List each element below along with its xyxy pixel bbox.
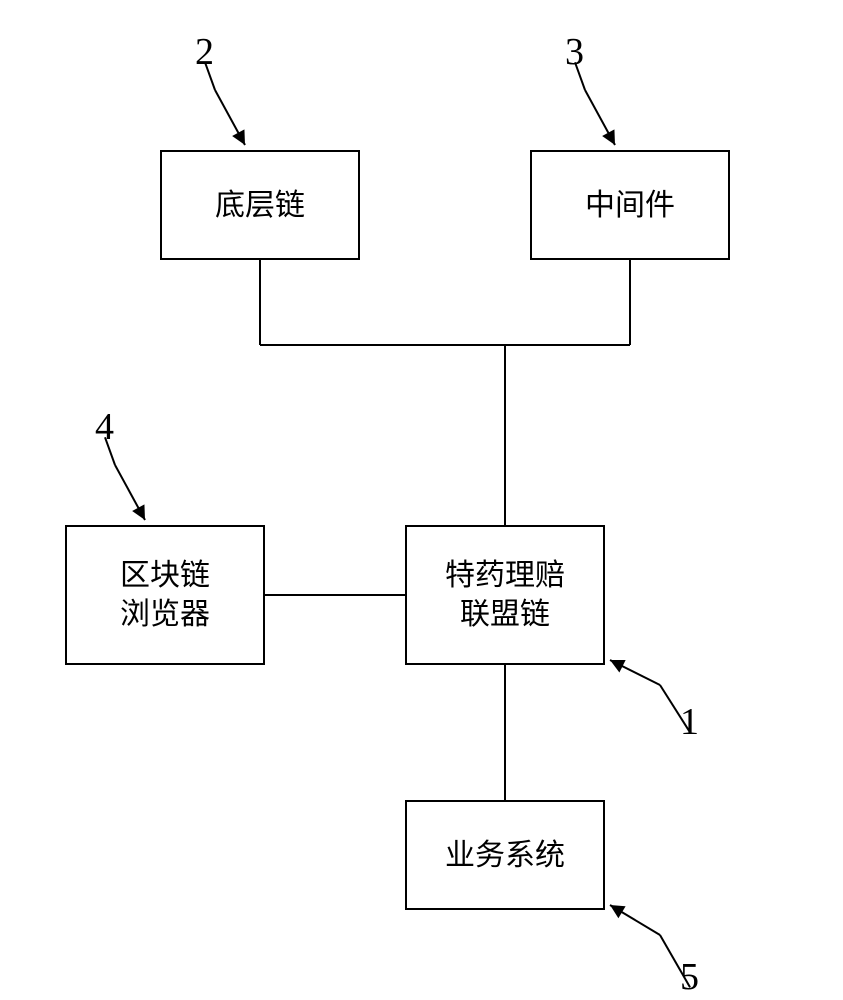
node-n3: 中间件: [530, 150, 730, 260]
callout-number-text: 3: [565, 31, 584, 73]
node-n5: 业务系统: [405, 800, 605, 910]
node-n1: 特药理赔 联盟链: [405, 525, 605, 665]
node-label: 底层链: [215, 186, 305, 225]
node-n4: 区块链 浏览器: [65, 525, 265, 665]
callout-2: 2: [195, 30, 214, 74]
node-n2: 底层链: [160, 150, 360, 260]
callout-number-text: 5: [680, 956, 699, 998]
callout-3: 3: [565, 30, 584, 74]
callout-1: 1: [680, 700, 699, 744]
node-label: 特药理赔 联盟链: [445, 556, 565, 634]
node-label: 中间件: [585, 186, 675, 225]
callout-number-text: 1: [680, 701, 699, 743]
callout-number-text: 2: [195, 31, 214, 73]
callout-5: 5: [680, 955, 699, 999]
callout-4: 4: [95, 405, 114, 449]
callout-number-text: 4: [95, 406, 114, 448]
diagram-canvas: 底层链 中间件区块链 浏览器 特药理赔 联盟链业务系统 2 3 4 1 5: [0, 0, 843, 1000]
node-label: 区块链 浏览器: [120, 556, 210, 634]
node-label: 业务系统: [445, 836, 565, 875]
